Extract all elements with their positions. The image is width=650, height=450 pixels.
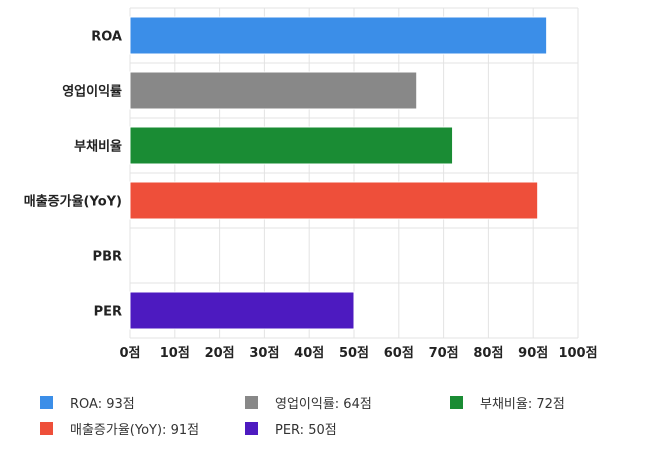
category-label: PER bbox=[94, 305, 122, 320]
category-label: 부채비율 bbox=[74, 139, 122, 155]
bar bbox=[129, 126, 454, 165]
tick-label: 10점 bbox=[160, 346, 190, 361]
tick-label: 90점 bbox=[518, 346, 548, 361]
legend-label: PER: 50점 bbox=[275, 423, 337, 438]
bar bbox=[129, 16, 548, 55]
category-label: ROA bbox=[91, 30, 122, 45]
tick-label: 40점 bbox=[294, 346, 324, 361]
legend-label: 영업이익률: 64점 bbox=[275, 397, 372, 412]
bar bbox=[129, 181, 539, 220]
x-tick-labels: 0점 10점 20점 30점 40점 50점 60점 70점 80점 90점 100점 bbox=[119, 346, 597, 361]
legend-swatch bbox=[450, 396, 463, 409]
legend-label: 부채비율: 72점 bbox=[480, 397, 565, 412]
tick-label: 70점 bbox=[429, 346, 459, 361]
tick-label: 80점 bbox=[473, 346, 503, 361]
category-label: PBR bbox=[93, 250, 122, 265]
legend-swatch bbox=[245, 396, 258, 409]
grid-lines bbox=[129, 7, 579, 339]
tick-label: 0점 bbox=[119, 346, 140, 361]
bars bbox=[129, 16, 548, 330]
tick-label: 60점 bbox=[384, 346, 414, 361]
tick-label: 20점 bbox=[205, 346, 235, 361]
category-label: 매출증가율(YoY) bbox=[24, 194, 122, 210]
legend-item: PER: 50점 bbox=[245, 419, 337, 438]
legend-swatch bbox=[40, 396, 53, 409]
category-label: 영업이익률 bbox=[62, 84, 122, 100]
legend-item: 영업이익률: 64점 bbox=[245, 393, 372, 412]
legend-item: ROA: 93점 bbox=[40, 393, 135, 412]
tick-label: 30점 bbox=[249, 346, 279, 361]
tick-label: 100점 bbox=[558, 346, 597, 361]
legend-item: 매출증가율(YoY): 91점 bbox=[40, 419, 199, 438]
legend-label: ROA: 93점 bbox=[70, 397, 135, 412]
legend-label: 매출증가율(YoY): 91점 bbox=[70, 423, 200, 438]
legend-item: 부채비율: 72점 bbox=[450, 393, 565, 412]
legend-swatch bbox=[40, 422, 53, 435]
legend-swatch bbox=[245, 422, 258, 435]
legend: ROA: 93점 영업이익률: 64점 부채비율: 72점 매출증가율(YoY)… bbox=[40, 388, 640, 448]
tick-label: 50점 bbox=[339, 346, 369, 361]
bar bbox=[129, 71, 418, 110]
bar bbox=[129, 291, 355, 330]
